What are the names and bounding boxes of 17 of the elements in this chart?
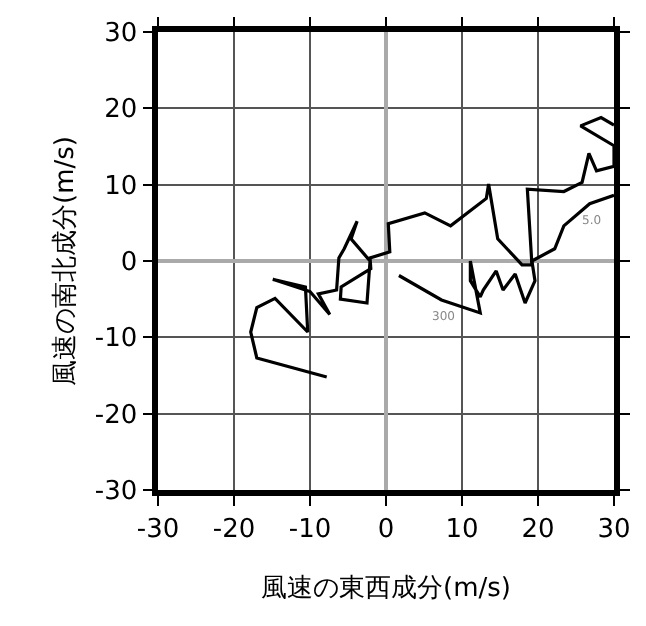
x-tick-label: 10 bbox=[445, 514, 479, 545]
y-tick-label: -10 bbox=[94, 324, 138, 355]
x-tick-label: 30 bbox=[597, 514, 631, 545]
x-tick-label: 20 bbox=[521, 514, 555, 545]
y-tick-label: 20 bbox=[104, 95, 138, 126]
y-tick-label: -30 bbox=[94, 477, 138, 508]
y-tick-label: -20 bbox=[94, 400, 138, 431]
x-axis-title: 風速の東西成分(m/s) bbox=[261, 573, 511, 604]
y-axis-title: 風速の南北成分(m/s) bbox=[50, 136, 81, 386]
x-tick-label: 0 bbox=[377, 514, 395, 545]
y-tick-label: 0 bbox=[120, 248, 138, 279]
y-tick-label: 10 bbox=[104, 171, 138, 202]
x-tick-label: -30 bbox=[136, 514, 180, 545]
x-tick-label: -10 bbox=[288, 514, 332, 545]
y-tick-label: 30 bbox=[104, 19, 138, 50]
x-tick-label: -20 bbox=[212, 514, 256, 545]
line-series bbox=[249, 115, 614, 379]
